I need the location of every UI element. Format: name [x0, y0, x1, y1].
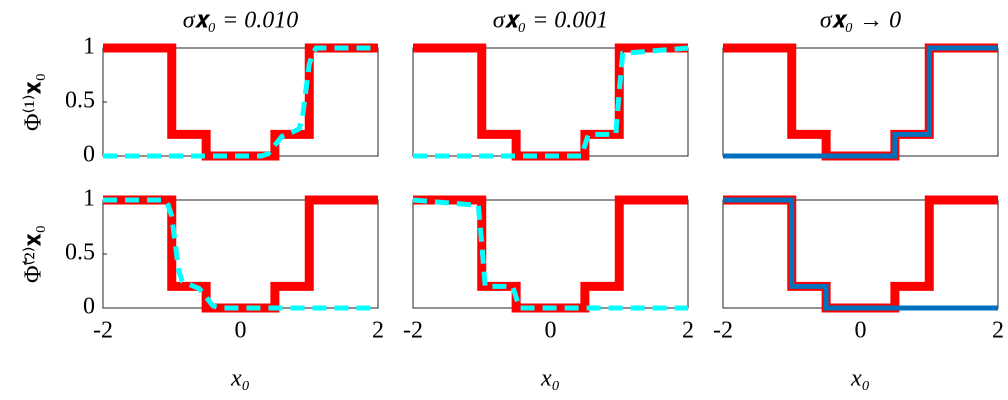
- axes-box: [102, 199, 379, 309]
- x-axis-label: x₀: [850, 366, 870, 392]
- axes-box: [412, 199, 689, 309]
- x-tick-label: 0: [545, 318, 557, 344]
- subplot: 0 0.5 1 σ𝐱₀ = 0.010 Φ⁽¹⁾𝐱₀: [21, 8, 379, 168]
- y-tick-label: 0.5: [65, 240, 95, 266]
- axes-box: [102, 47, 379, 157]
- axes-box: [722, 47, 999, 157]
- x-tick-label: 2: [372, 318, 384, 344]
- series-line: [723, 45, 998, 159]
- x-tick-label: -2: [713, 318, 733, 344]
- series-line: [723, 197, 998, 311]
- series-line: [412, 197, 688, 311]
- x-tick-label: -2: [93, 318, 113, 344]
- subplot-title: σ𝐱₀ = 0.010: [183, 8, 299, 34]
- y-tick-label: 1: [83, 34, 95, 60]
- axes-box: [722, 199, 999, 309]
- x-tick-label: 0: [855, 318, 867, 344]
- x-axis-label: x₀: [540, 366, 560, 392]
- axes-box: [412, 47, 689, 157]
- subplot: σ𝐱₀ = 0.001: [412, 8, 689, 161]
- subplot: -2 0 2 x₀: [403, 195, 694, 392]
- y-axis-label: Φ̃⁽²⁾𝐱₀: [21, 225, 47, 283]
- subplot-title: σ𝐱₀ = 0.001: [493, 8, 609, 34]
- series-line: [103, 197, 378, 311]
- x-tick-label: -2: [403, 318, 423, 344]
- subplot: σ𝐱₀ → 0: [722, 8, 999, 161]
- x-tick-label: 0: [235, 318, 247, 344]
- y-tick-label: 1: [83, 186, 95, 212]
- series-line: [103, 195, 378, 313]
- subplot: -2 0 2 x₀: [713, 195, 1004, 392]
- series-line: [103, 45, 378, 159]
- y-tick-label: 0.5: [65, 88, 95, 114]
- series-line: [413, 45, 689, 159]
- subplot-title: σ𝐱₀ → 0: [820, 8, 901, 34]
- y-tick-label: 0: [83, 142, 95, 168]
- y-axis-label: Φ⁽¹⁾𝐱₀: [21, 73, 47, 131]
- x-tick-label: 2: [992, 318, 1004, 344]
- x-tick-label: 2: [682, 318, 694, 344]
- x-axis-label: x₀: [230, 366, 250, 392]
- y-tick-label: 0: [83, 294, 95, 320]
